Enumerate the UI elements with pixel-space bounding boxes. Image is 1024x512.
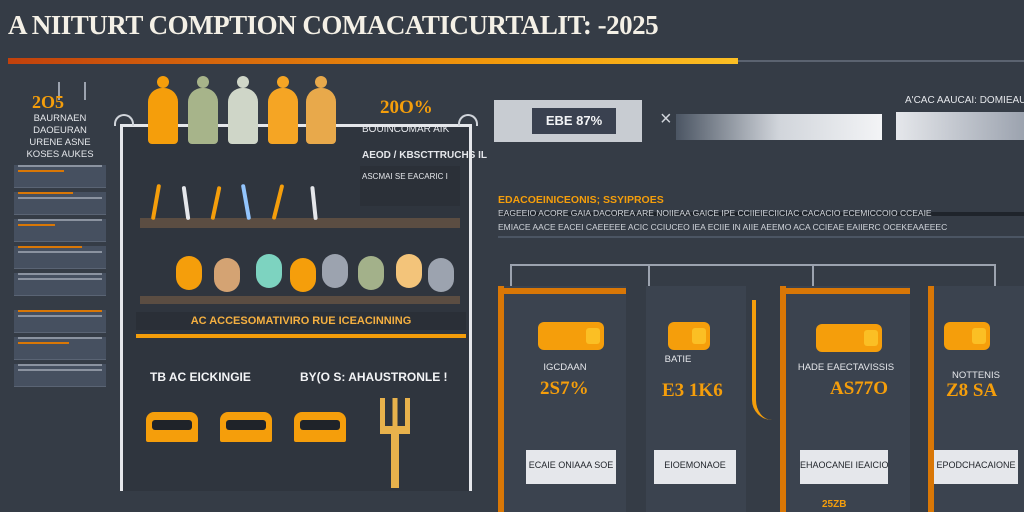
shelf	[140, 218, 460, 228]
device-icon	[428, 258, 454, 292]
robot-icon	[220, 412, 272, 442]
card-value: E3 1K6	[662, 380, 723, 401]
device-icon	[322, 254, 348, 288]
hanger-icon	[458, 114, 478, 126]
card-detail-text: EHAOCANEI IEAICIO	[800, 460, 889, 470]
close-icon: ×	[660, 108, 672, 130]
connector-line	[510, 264, 996, 266]
robot-icon	[146, 412, 198, 442]
left-year: 2O5	[32, 92, 65, 112]
section-text: EMIACE AACE EACEI CAEEEEE ACIC CCIUCEO I…	[498, 222, 948, 232]
center-left-caption: TB AC EICKINGIE	[150, 370, 251, 384]
section-text: EAGEEIO ACORE GAIA DACOREA ARE NOIIEAA G…	[498, 208, 932, 218]
card-detail-box	[800, 450, 888, 484]
card-accent-bar	[498, 286, 504, 512]
left-block	[14, 337, 106, 360]
shelf	[140, 296, 460, 304]
card-footer: 25ZB	[822, 499, 847, 510]
card-detail-box	[934, 450, 1018, 484]
tick-mark	[84, 82, 86, 100]
connector-line	[510, 264, 512, 286]
left-block	[14, 310, 106, 333]
machine-icon	[944, 322, 990, 350]
person-icon	[306, 76, 336, 144]
person-icon	[268, 76, 298, 144]
section-title: EDACOEINICEONIS; SSYIPROES	[498, 194, 664, 206]
machine-icon	[816, 324, 882, 352]
left-line: URENE ASNE	[29, 137, 91, 148]
left-line: DAOEURAN	[33, 125, 87, 136]
left-block	[14, 273, 106, 296]
device-icon	[214, 258, 240, 292]
device-icon	[176, 256, 202, 290]
card-label: BATIE	[664, 354, 692, 365]
middle-note: ASCMAI SE EACARIC I	[362, 172, 448, 181]
corner-text: A'CAC AAUCAI: DOMIEAUB: I U	[905, 95, 1024, 106]
person-icon	[188, 76, 218, 144]
connector-line	[994, 264, 996, 286]
card-accent-bar	[780, 286, 786, 512]
section-line	[498, 236, 1024, 238]
middle-percent: 20O%	[380, 97, 433, 118]
card-detail-text: ECAIE ONIAAA SOE	[528, 460, 614, 470]
person-icon	[148, 76, 178, 144]
card-label: HADE EAECTAVISSIS	[797, 362, 895, 373]
left-block	[14, 192, 106, 215]
card-value: 2S7%	[540, 378, 589, 399]
tick-mark	[58, 82, 60, 100]
gradient-strip-right	[896, 112, 1024, 140]
middle-note: BOUINCOMAR AIK	[362, 124, 450, 135]
card-value: AS77O	[830, 378, 889, 399]
card-detail-box	[654, 450, 736, 484]
section-rule	[498, 212, 1024, 216]
stat-box-label: EBE 87%	[532, 108, 616, 134]
robot-icon	[294, 412, 346, 442]
machine-icon	[668, 322, 710, 350]
device-icon	[396, 254, 422, 288]
card-label: IGCDAAN	[543, 362, 587, 373]
card-accent-bar	[928, 286, 934, 512]
connector-line	[648, 264, 650, 286]
hanger-icon	[114, 114, 134, 126]
middle-note-box	[360, 166, 460, 206]
card-label: NOTTENIS	[951, 370, 1001, 381]
fork-icon	[380, 398, 410, 488]
card-value: Z8 SA	[946, 380, 998, 401]
device-icon	[358, 256, 384, 290]
orange-divider	[136, 334, 466, 338]
card-detail-text: EIOEMONAOE	[664, 460, 726, 470]
left-block	[14, 219, 106, 242]
middle-note: AEOD / KBSCTTRUCHS IL	[362, 150, 487, 161]
card-header	[786, 288, 910, 294]
page-title: A NIITURT COMPTION COMACATICURTALIT: -20…	[8, 10, 659, 40]
left-block	[14, 246, 106, 269]
device-icon	[256, 254, 282, 288]
card-header	[504, 288, 626, 294]
person-icon	[228, 76, 258, 144]
title-underline	[8, 58, 738, 64]
device-icon	[290, 258, 316, 292]
title-underline-extension	[738, 60, 1024, 62]
machine-icon	[538, 322, 604, 350]
left-block	[14, 165, 106, 188]
center-right-caption: BY(O S: AHAUSTRONLE !	[300, 370, 448, 384]
left-column: 2O5 BAURNAEN DAOEURAN URENE ASNE KOSES A…	[14, 92, 106, 387]
connector-line	[812, 264, 814, 286]
card-detail-box	[526, 450, 616, 484]
card-detail-text: EPODCHACAIONE	[936, 460, 1016, 470]
gradient-strip	[676, 114, 882, 140]
flow-curve	[752, 300, 796, 420]
center-band-label: AC ACCESOMATIVIRO RUE ICEACINNING	[136, 312, 466, 330]
left-line: BAURNAEN	[33, 113, 87, 124]
left-block	[14, 364, 106, 387]
left-line: KOSES AUKES	[26, 149, 94, 160]
